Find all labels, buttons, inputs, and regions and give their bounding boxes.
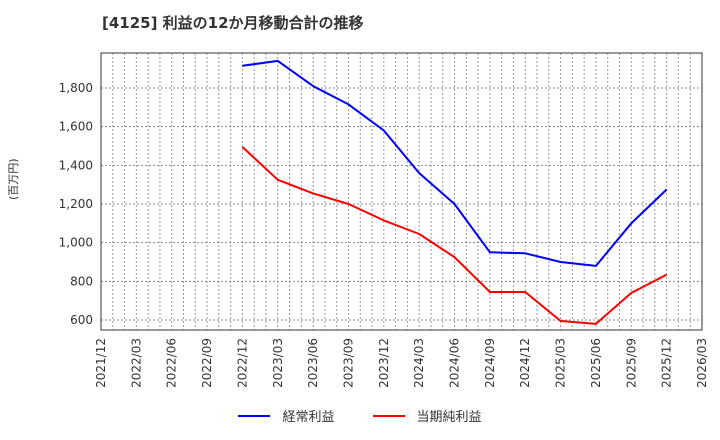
x-tick-label: 2021/12 — [94, 338, 108, 388]
plot-area — [100, 52, 703, 331]
x-tick-label: 2025/06 — [589, 338, 603, 388]
legend-item-net-income: 当期純利益 — [372, 406, 482, 425]
series-line — [241, 146, 668, 325]
y-tick-label: 1,000 — [59, 236, 93, 250]
x-tick-label: 2024/06 — [448, 338, 462, 388]
x-tick-label: 2025/09 — [624, 338, 638, 388]
y-tick-label: 600 — [70, 313, 93, 327]
series-line — [242, 59, 668, 267]
y-tick-label: 1,200 — [59, 197, 93, 211]
line-chart: 600 800 1,000 1,200 1,400 1,600 1,800 2021/12 20… — [59, 52, 709, 388]
legend-swatch-red — [372, 414, 405, 417]
y-tick-label: 800 — [70, 274, 93, 288]
x-tick-label: 2023/06 — [306, 338, 320, 388]
x-tick-label: 2022/09 — [200, 338, 214, 388]
x-tick-label: 2023/03 — [271, 338, 285, 388]
x-tick-label: 2022/12 — [235, 338, 249, 388]
x-tick-label: 2023/09 — [341, 338, 355, 388]
legend-label: 経常利益 — [282, 410, 335, 425]
chart-legend: 経常利益 当期純利益 — [0, 406, 720, 425]
x-tick-label: 2026/03 — [695, 338, 709, 388]
legend-swatch-blue — [238, 414, 271, 417]
x-tick-label: 2023/12 — [377, 338, 391, 388]
x-tick-label: 2022/03 — [129, 338, 143, 388]
chart-title: [4125] 利益の12か月移動合計の推移 — [102, 14, 364, 32]
legend-item-ordinary-profit: 経常利益 — [238, 406, 335, 425]
x-tick-label: 2025/12 — [660, 338, 674, 388]
x-tick-label: 2024/03 — [412, 338, 426, 388]
legend-label: 当期純利益 — [416, 410, 482, 425]
y-tick-label: 1,600 — [59, 120, 93, 134]
y-tick-label: 1,800 — [59, 81, 93, 95]
x-tick-label: 2025/03 — [554, 338, 568, 388]
y-tick-label: 1,400 — [59, 158, 93, 172]
x-tick-label: 2024/09 — [483, 338, 497, 388]
x-tick-label: 2022/06 — [165, 338, 179, 388]
x-tick-label: 2024/12 — [518, 338, 532, 388]
